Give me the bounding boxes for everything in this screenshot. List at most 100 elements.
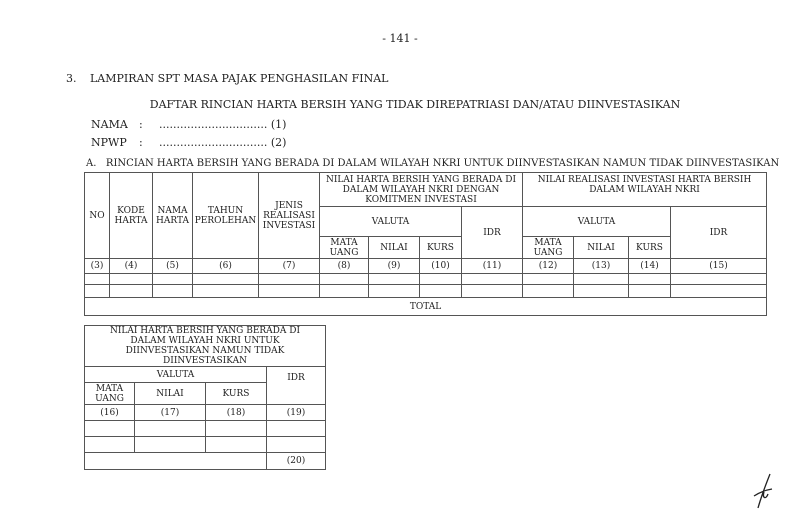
column-number: (10)	[419, 258, 462, 274]
column-number: (17)	[134, 404, 206, 421]
empty-cell	[522, 273, 575, 285]
header-nilai: NILAI	[134, 382, 206, 405]
column-number: (19)	[266, 404, 326, 421]
column-number-row: (3) (4) (5) (6) (7) (8) (9) (10) (11) (12) (13) (14…	[84, 258, 768, 274]
empty-cell	[460, 284, 524, 298]
header-mata-uang: MATA UANG	[84, 382, 135, 405]
column-number: (5)	[152, 258, 193, 274]
header-idr: IDR	[460, 206, 524, 259]
empty-cell	[192, 284, 259, 298]
empty-cell	[670, 284, 768, 298]
field-nama: NAMA: ............................... (1)	[91, 118, 286, 131]
table-b: NILAI HARTA BERSIH YANG BERADA DI DALAM …	[84, 325, 326, 470]
empty-cell	[84, 273, 110, 285]
header-valuta: VALUTA	[522, 206, 672, 237]
column-number: (9)	[368, 258, 420, 274]
header-nilai: NILAI	[573, 236, 630, 259]
header-nilai: NILAI	[368, 236, 420, 259]
table-row	[84, 436, 326, 453]
column-number: (18)	[205, 404, 267, 421]
header-nama-harta: NAMA HARTA	[152, 172, 193, 259]
empty-cell	[628, 284, 672, 298]
empty-cell	[628, 273, 672, 285]
table-b-title: NILAI HARTA BERSIH YANG BERADA DI DALAM …	[84, 325, 326, 367]
column-number: (12)	[522, 258, 575, 274]
empty-cell	[109, 273, 153, 285]
field-label: NAMA	[91, 118, 128, 131]
empty-cell	[258, 273, 320, 285]
header-kurs: KURS	[419, 236, 462, 259]
column-number: (13)	[573, 258, 630, 274]
header-kode-harta: KODE HARTA	[109, 172, 153, 259]
total-label: TOTAL	[83, 297, 768, 316]
empty-cell	[192, 273, 259, 285]
empty-cell	[573, 273, 630, 285]
header-mata-uang: MATA UANG	[522, 236, 575, 259]
header-idr: IDR	[670, 206, 768, 259]
signature-initial	[753, 473, 773, 509]
table-row	[84, 273, 768, 285]
header-valuta: VALUTA	[319, 206, 462, 237]
section-title: LAMPIRAN SPT MASA PAJAK PENGHASILAN FINA…	[90, 72, 389, 85]
header-mata-uang: MATA UANG	[319, 236, 369, 259]
subsection-a-title: A. RINCIAN HARTA BERSIH YANG BERADA DI D…	[86, 158, 780, 169]
column-number: (6)	[192, 258, 259, 274]
empty-cell	[152, 284, 193, 298]
empty-cell	[84, 436, 135, 453]
empty-cell	[368, 273, 420, 285]
empty-cell	[84, 284, 110, 298]
column-number: (15)	[670, 258, 768, 274]
column-number: (4)	[109, 258, 153, 274]
empty-cell	[522, 284, 575, 298]
header-kurs: KURS	[628, 236, 672, 259]
column-number: (16)	[84, 404, 135, 421]
page-number: - 141 -	[382, 32, 418, 45]
empty-cell	[319, 284, 369, 298]
header-no: NO	[84, 172, 110, 259]
empty-cell	[266, 436, 326, 453]
section-number: 3.	[66, 72, 77, 85]
header-group-realisasi: NILAI REALISASI INVESTASI HARTA BERSIH D…	[522, 172, 768, 207]
field-sep: :	[139, 118, 143, 131]
header-kurs: KURS	[205, 382, 267, 405]
field-label: NPWP	[91, 136, 127, 149]
empty-cell	[134, 420, 206, 437]
empty-cell	[152, 273, 193, 285]
empty-cell	[368, 284, 420, 298]
field-npwp: NPWP: ............................... (2)	[91, 136, 286, 149]
table-row	[84, 284, 768, 298]
empty-cell	[460, 273, 524, 285]
column-number-row: (16) (17) (18) (19)	[84, 404, 326, 421]
empty-cell	[419, 273, 462, 285]
header-jenis-realisasi: JENIS REALISASI INVESTASI	[258, 172, 320, 259]
section-heading: 3. LAMPIRAN SPT MASA PAJAK PENGHASILAN FI…	[66, 72, 388, 85]
empty-cell	[205, 420, 267, 437]
field-sep: :	[139, 136, 143, 149]
total-blank-cell	[84, 452, 267, 470]
empty-cell	[670, 273, 768, 285]
empty-cell	[109, 284, 153, 298]
field-value: ............................... (1)	[159, 118, 287, 131]
empty-cell	[258, 284, 320, 298]
table-row	[84, 420, 326, 437]
column-number: (8)	[319, 258, 369, 274]
table-a: NO KODE HARTA NAMA HARTA TAHUN PEROLEHAN…	[83, 172, 768, 316]
header-valuta: VALUTA	[84, 366, 267, 383]
header-idr: IDR	[266, 366, 326, 405]
header-tahun-perolehan: TAHUN PEROLEHAN	[192, 172, 259, 259]
empty-cell	[573, 284, 630, 298]
column-number: (11)	[460, 258, 524, 274]
field-value: ............................... (2)	[159, 136, 287, 149]
total-value: (20)	[266, 452, 326, 470]
empty-cell	[266, 420, 326, 437]
column-number: (7)	[258, 258, 320, 274]
empty-cell	[205, 436, 267, 453]
empty-cell	[419, 284, 462, 298]
column-number: (3)	[84, 258, 110, 274]
header-group-komitmen: NILAI HARTA BERSIH YANG BERADA DI DALAM …	[318, 172, 524, 207]
empty-cell	[84, 420, 135, 437]
empty-cell	[319, 273, 369, 285]
column-number: (14)	[628, 258, 672, 274]
document-title: DAFTAR RINCIAN HARTA BERSIH YANG TIDAK D…	[149, 98, 681, 111]
empty-cell	[134, 436, 206, 453]
